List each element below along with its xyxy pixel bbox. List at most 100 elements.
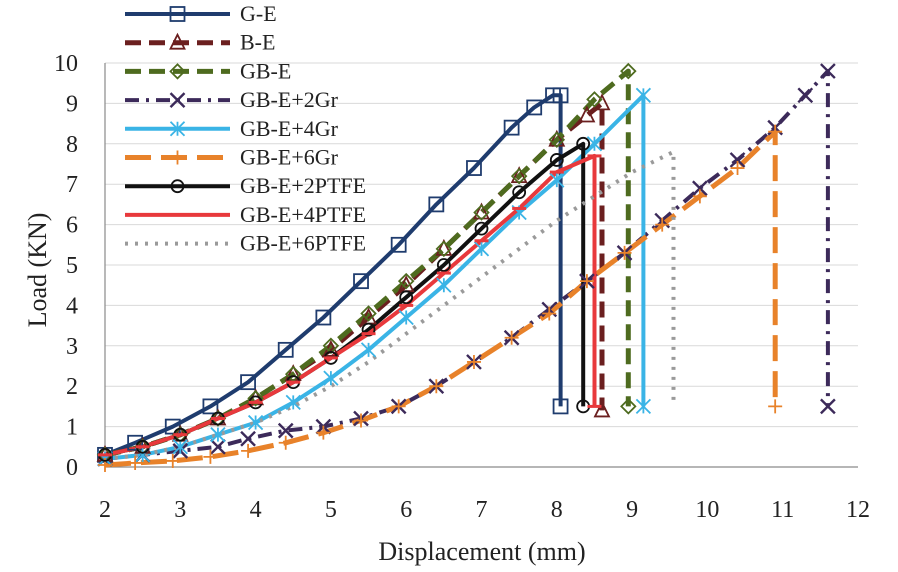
legend-label: G-E [240, 1, 277, 26]
legend-label: GB-E+2PTFE [240, 173, 366, 198]
data-point-b-e [578, 105, 596, 123]
x-axis-label: Displacement (mm) [378, 537, 585, 566]
data-point-gb-e-2gr [729, 152, 746, 168]
legend-marker [169, 92, 186, 108]
data-point-gb-e-4gr [398, 309, 414, 326]
legend-entry-gb-e-6gr: GB-E+6Gr [125, 145, 339, 170]
data-point-gb-e-6gr [768, 399, 783, 414]
data-point-gb-e-6gr [241, 443, 256, 458]
data-point-gb-e-2gr [277, 422, 294, 439]
data-point-g-e [466, 160, 482, 176]
data-point-gb-e-2gr [210, 438, 226, 455]
legend-entry-gb-e-6ptfe: GB-E+6PTFE [125, 231, 366, 256]
legend-label: GB-E+4Gr [240, 116, 339, 141]
x-tick-label: 3 [174, 497, 186, 523]
y-tick-label: 5 [66, 253, 78, 279]
data-point-g-e [552, 398, 569, 415]
data-point-gb-e-2gr [692, 180, 708, 197]
y-tick-label: 1 [66, 415, 78, 441]
data-point-gb-e-6gr [466, 354, 481, 369]
x-tick-label: 8 [551, 497, 563, 523]
legend-marker [169, 32, 186, 50]
data-point-gb-e-2ptfe [361, 322, 376, 337]
data-point-gb-e-2ptfe [474, 221, 489, 236]
legend-marker [169, 121, 186, 137]
data-point-gb-e-4gr [436, 277, 452, 293]
data-point-gb-e [247, 390, 264, 407]
data-point-gb-e-4gr [635, 87, 652, 103]
y-axis-label: Load (KN) [23, 213, 52, 328]
legend: G-E B-E GB-E GB-E+2Gr GB-E+4Gr GB-E+6Gr GB-E+2… [125, 1, 366, 256]
x-tick-label: 4 [250, 497, 262, 523]
data-point-gb-e [397, 272, 415, 290]
y-tick-labels: 0 1 2 3 4 5 6 7 8 9 10 [54, 51, 78, 481]
data-point-b-e [593, 400, 611, 418]
data-point-gb-e-6gr [354, 413, 369, 428]
y-tick-label: 7 [66, 172, 78, 198]
data-point-gb-e-4gr [586, 136, 603, 152]
legend-marker [169, 63, 186, 80]
legend-label: GB-E+2Gr [240, 87, 339, 112]
data-point-g-e [390, 236, 407, 253]
data-point-gb-e-4gr [210, 427, 226, 443]
data-point-g-e [240, 374, 256, 391]
data-point-gb-e-6gr [768, 124, 783, 139]
data-point-gb-e-2ptfe [436, 258, 451, 272]
legend-entry-gb-e-2gr: GB-E+2Gr [125, 87, 339, 112]
legend-label: GB-E+6Gr [240, 145, 339, 170]
x-tick-label: 12 [846, 497, 870, 523]
x-tick-label: 11 [771, 497, 794, 523]
x-tick-label: 6 [400, 497, 412, 523]
data-point-gb-e-4gr [549, 172, 565, 188]
legend-entry-b-e: B-E [125, 30, 275, 55]
data-point-gb-e-4gr [323, 370, 339, 386]
data-point-gb-e-6gr [128, 455, 143, 470]
data-point-gb-e-4gr [285, 394, 301, 410]
data-point-gb-e-4gr [635, 398, 652, 415]
data-point-g-e [315, 309, 332, 326]
series-lines [104, 68, 830, 468]
data-point-gb-e-6gr [203, 449, 218, 464]
data-point-gb-e-6gr [391, 399, 406, 414]
data-point-g-e [428, 196, 445, 213]
data-point-g-e [127, 434, 144, 451]
data-point-gb-e-6gr [165, 453, 180, 468]
legend-label: B-E [240, 30, 275, 55]
legend-marker [170, 179, 185, 194]
data-point-g-e [202, 398, 219, 415]
data-point-gb-e-6gr [429, 379, 444, 394]
data-point-gb-e-2gr [797, 87, 814, 104]
x-tick-labels: 2 3 4 5 6 7 8 9 10 11 12 [99, 497, 870, 523]
x-tick-label: 5 [325, 497, 337, 523]
data-point-gb-e-2gr [820, 63, 836, 79]
data-point-gb-e-6gr [504, 330, 519, 345]
data-point-gb-e-2gr [240, 430, 256, 447]
y-tick-label: 10 [54, 51, 78, 77]
data-point-gb-e-2ptfe [399, 290, 414, 305]
data-point-gb-e [510, 167, 528, 185]
gridlines [105, 62, 858, 428]
data-point-gb-e-6gr [692, 189, 707, 204]
data-point-g-e [277, 341, 294, 358]
data-point-g-e [526, 99, 543, 116]
data-point-gb-e-4gr [360, 342, 377, 358]
series-line-g-e [104, 93, 563, 457]
data-point-gb-e [620, 62, 637, 80]
data-point-gb-e-6gr [655, 217, 670, 232]
data-point-gb-e [620, 398, 637, 415]
data-point-gb-e [360, 305, 377, 322]
data-point-g-e [503, 119, 520, 136]
legend-label: GB-E [240, 58, 291, 83]
legend-entry-gb-e-4ptfe: GB-E+4PTFE [125, 202, 366, 227]
series-line-gb-e-4gr [104, 93, 646, 461]
data-point-gb-e [435, 240, 453, 258]
data-point-gb-e-2ptfe [549, 153, 564, 167]
series-line-gb-e-6gr [104, 129, 778, 468]
data-point-gb-e-4gr [247, 414, 264, 431]
data-point-gb-e-6gr [278, 435, 293, 450]
legend-entry-gb-e-4gr: GB-E+4Gr [125, 116, 339, 141]
legend-label: GB-E+6PTFE [240, 231, 366, 256]
x-tick-label: 2 [99, 497, 111, 523]
data-point-gb-e [473, 204, 490, 221]
